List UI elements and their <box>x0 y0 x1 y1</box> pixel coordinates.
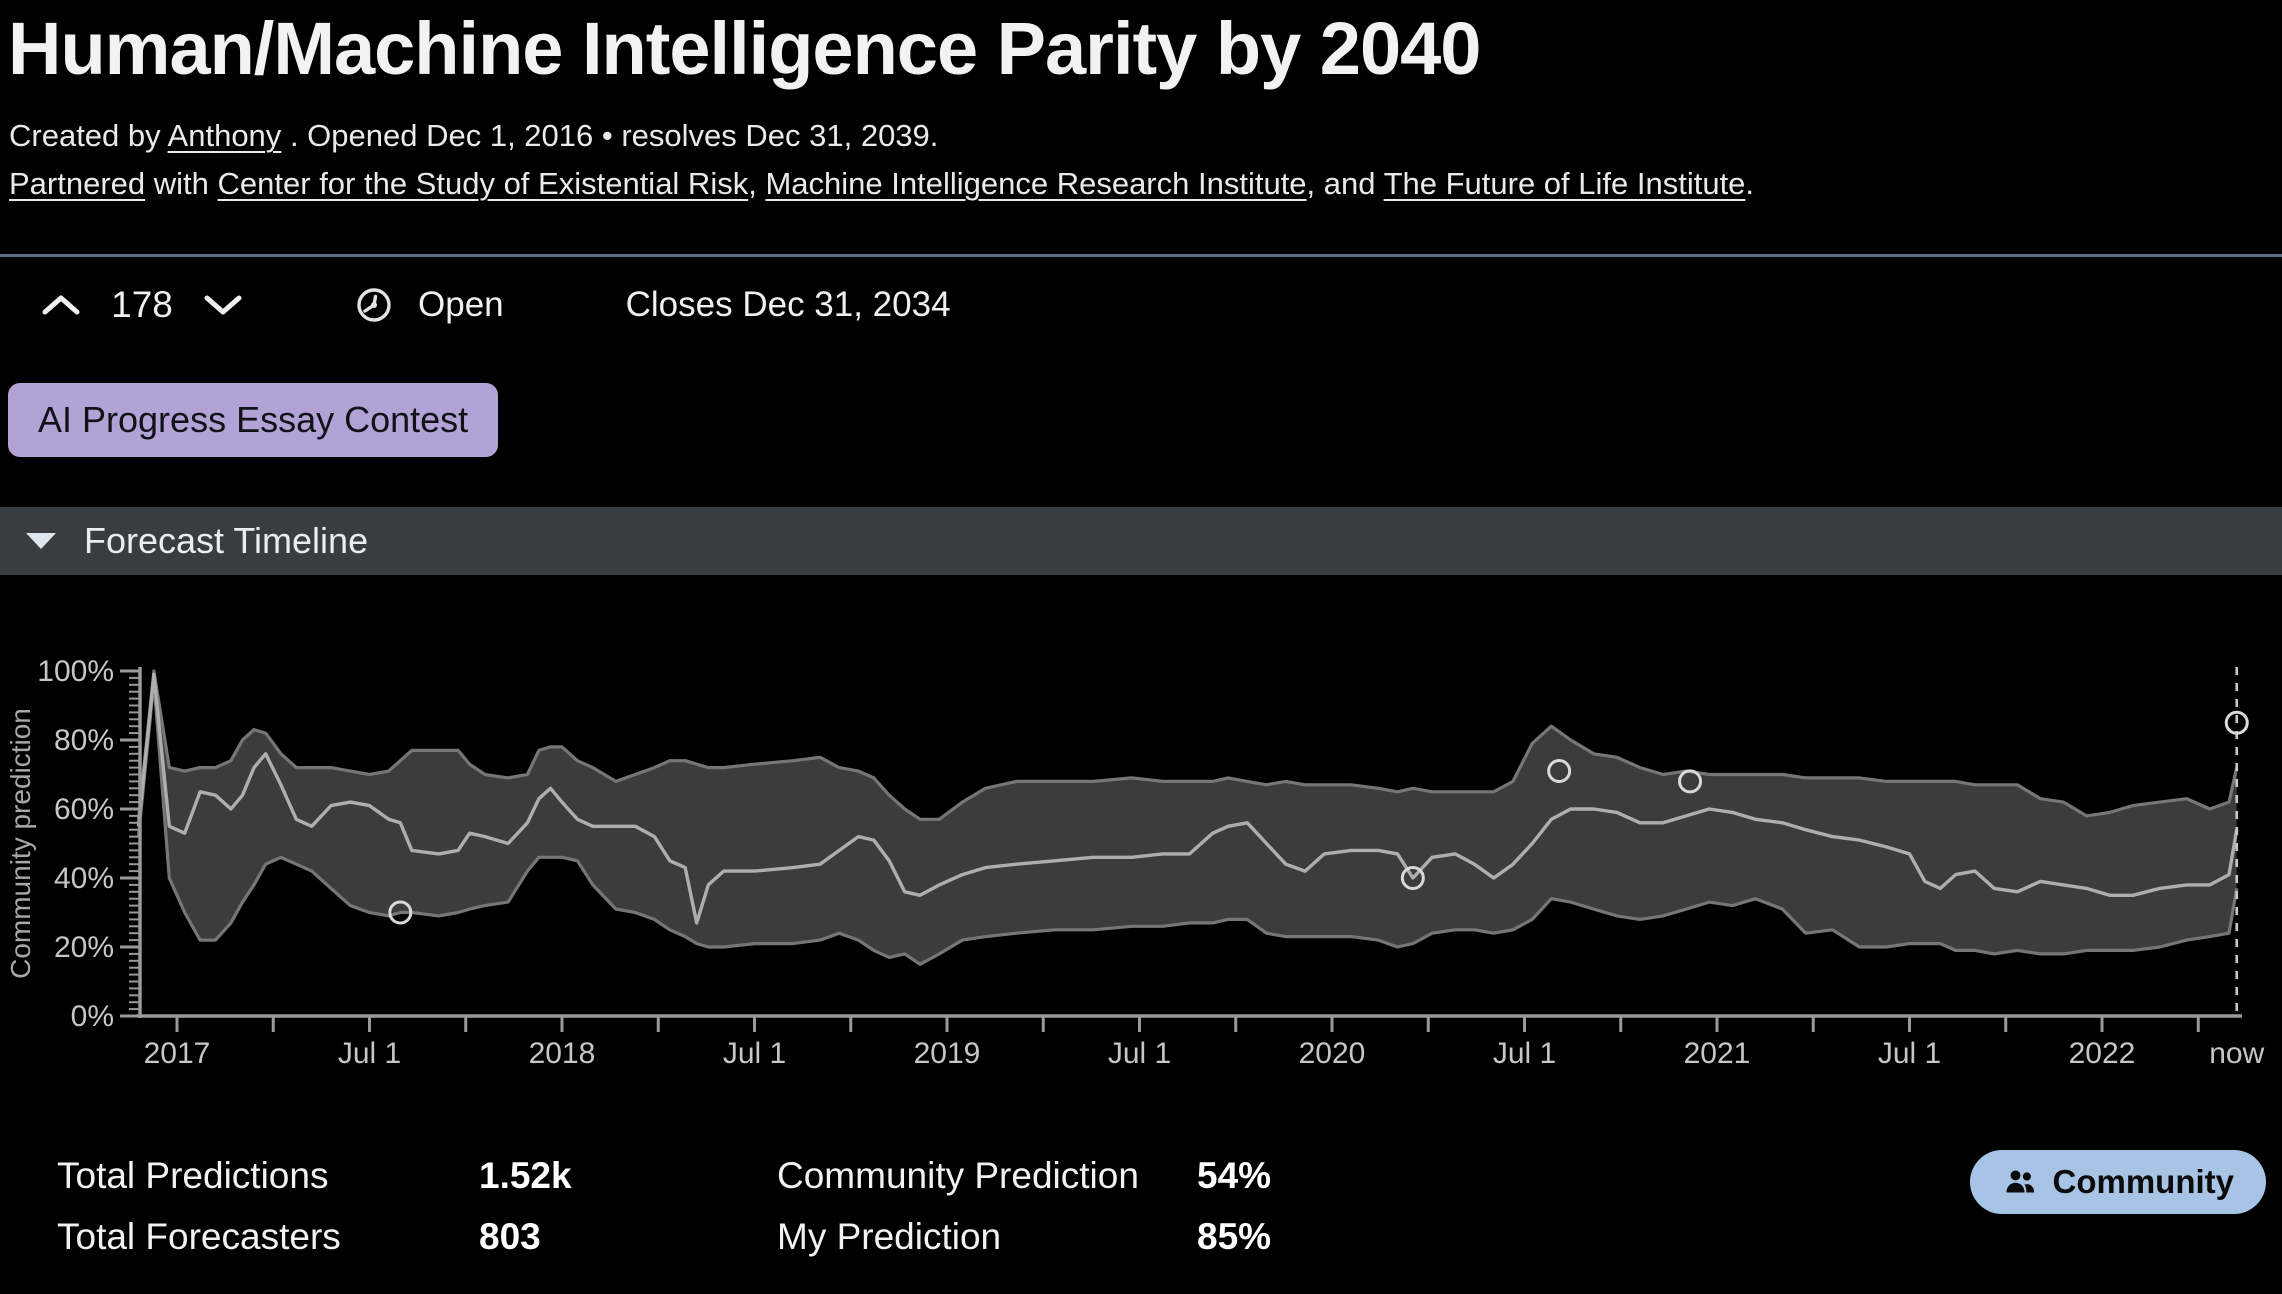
section-title: Forecast Timeline <box>84 520 369 562</box>
y-tick-label: 60% <box>54 793 114 826</box>
tags-row: AI Progress Essay Contest <box>8 383 2282 458</box>
community-button-label: Community <box>2052 1163 2235 1200</box>
x-tick-label: Jul 1 <box>1108 1037 1171 1070</box>
total-predictions-value: 1.52k <box>479 1155 572 1196</box>
x-tick-label: Jul 1 <box>338 1037 401 1070</box>
community-median-line <box>136 672 2239 925</box>
vote-status-bar: 178 Open Closes Dec 31, 2034 <box>0 257 2282 353</box>
x-tick-label: Jul 1 <box>1493 1037 1556 1070</box>
prediction-marker[interactable] <box>1400 866 1425 891</box>
total-predictions-label: Total Predictions <box>57 1155 329 1196</box>
my-prediction-value: 85% <box>1197 1216 1272 1257</box>
y-axis-title: Community prediction <box>5 708 36 979</box>
partner-link-miri[interactable]: Machine Intelligence Research Institute <box>765 165 1307 201</box>
confidence-band <box>138 671 2237 965</box>
upper-quartile-line <box>136 669 2239 821</box>
created-line: Created by Anthony . Opened Dec 1, 2016 … <box>9 116 2282 156</box>
x-tick-label: 2021 <box>1684 1037 1751 1070</box>
x-tick-label: Jul 1 <box>1878 1037 1941 1070</box>
x-tick-label: 2017 <box>144 1037 211 1070</box>
my-prediction-label: My Prediction <box>777 1216 1002 1257</box>
caret-down-icon <box>26 533 56 550</box>
with-text: with <box>153 165 209 201</box>
author-link[interactable]: Anthony <box>167 118 282 154</box>
closes-date: Closes Dec 31, 2034 <box>625 285 951 325</box>
x-tick-label: 2018 <box>529 1037 596 1070</box>
prediction-marker[interactable] <box>2224 710 2249 735</box>
y-tick-label: 100% <box>37 655 114 688</box>
status-badge: Open <box>418 285 504 325</box>
contest-tag[interactable]: AI Progress Essay Contest <box>8 383 499 458</box>
status-group: Open <box>354 285 504 325</box>
x-tick-label: Jul 1 <box>723 1037 786 1070</box>
x-tick-label: 2022 <box>2069 1037 2136 1070</box>
question-page: Human/Machine Intelligence Parity by 204… <box>0 7 2282 1294</box>
created-suffix: . Opened Dec 1, 2016 • resolves Dec 31, … <box>289 118 939 154</box>
period: . <box>1745 165 1755 201</box>
chevron-up-icon <box>42 295 80 315</box>
clock-icon <box>357 288 391 322</box>
created-prefix: Created by <box>9 118 161 154</box>
total-forecasters-value: 803 <box>479 1216 541 1257</box>
partner-link-fli[interactable]: The Future of Life Institute <box>1383 165 1746 201</box>
forecast-chart-area: 0% 20% 40% 60% 80% 100% 2017 Jul 1 2018 Jul 1 2019… <box>0 591 2282 1121</box>
upvote-button[interactable] <box>38 291 84 319</box>
forecast-chart[interactable]: 0% 20% 40% 60% 80% 100% 2017 Jul 1 2018 Jul 1 2019… <box>0 591 2282 1121</box>
prediction-marker[interactable] <box>1547 759 1572 784</box>
community-toggle-button[interactable]: Community <box>1969 1150 2266 1214</box>
chevron-down-icon <box>204 295 242 315</box>
partners-line: Partnered with Center for the Study of E… <box>9 164 2282 204</box>
downvote-button[interactable] <box>200 291 246 319</box>
people-icon <box>2006 1170 2034 1193</box>
page-title: Human/Machine Intelligence Parity by 204… <box>8 7 1481 90</box>
partnered-link[interactable]: Partnered <box>9 165 146 201</box>
community-prediction-value: 54% <box>1197 1155 1272 1196</box>
partner-link-cser[interactable]: Center for the Study of Existential Risk <box>217 165 749 201</box>
stats-panel: Total Predictions 1.52k Community Predic… <box>57 1154 1417 1259</box>
x-tick-label: 2019 <box>914 1037 981 1070</box>
lower-quartile-line <box>136 679 2239 966</box>
y-tick-label: 20% <box>54 931 114 964</box>
vote-score: 178 <box>111 284 173 326</box>
y-tick-label: 0% <box>71 1000 114 1033</box>
separator: , <box>748 165 757 201</box>
community-prediction-label: Community Prediction <box>777 1155 1139 1196</box>
x-tick-label: 2020 <box>1299 1037 1366 1070</box>
now-label: now <box>2209 1037 2264 1070</box>
y-tick-label: 80% <box>54 724 114 757</box>
total-forecasters-label: Total Forecasters <box>57 1216 341 1257</box>
separator: , and <box>1306 165 1376 201</box>
forecast-timeline-header[interactable]: Forecast Timeline <box>0 507 2282 576</box>
y-tick-label: 40% <box>54 862 114 895</box>
prediction-marker[interactable] <box>1678 769 1703 794</box>
header-divider <box>0 254 2282 258</box>
prediction-marker[interactable] <box>388 900 413 925</box>
